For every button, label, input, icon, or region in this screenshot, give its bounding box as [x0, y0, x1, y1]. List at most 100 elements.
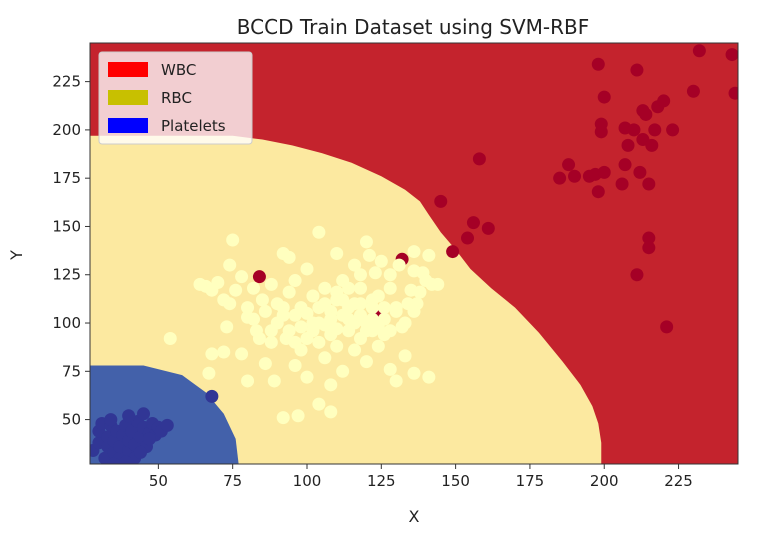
rbc-point: [324, 312, 338, 326]
legend-label-rbc: RBC: [161, 89, 192, 107]
rbc-point: [330, 339, 344, 353]
wbc-point: [472, 152, 486, 166]
platelets-point: [122, 409, 136, 423]
wbc-point: [627, 123, 641, 137]
wbc-point: [642, 177, 656, 191]
rbc-point: [270, 316, 284, 330]
rbc-point: [389, 374, 403, 388]
rbc-point: [368, 266, 382, 280]
rbc-point: [217, 345, 231, 359]
platelets-point: [137, 407, 151, 421]
x-tick-label: 100: [293, 472, 322, 490]
wbc-point: [660, 320, 674, 334]
rbc-point: [362, 248, 376, 262]
rbc-point: [226, 233, 240, 247]
rbc-point: [202, 366, 216, 380]
rbc-point: [342, 281, 356, 295]
rbc-point: [252, 331, 266, 345]
wbc-point: [692, 44, 706, 58]
rbc-point: [365, 293, 379, 307]
y-tick-label: 225: [52, 73, 81, 91]
wbc-point: [639, 107, 653, 121]
platelets-point: [134, 445, 148, 459]
chart-title: BCCD Train Dataset using SVM-RBF: [237, 15, 589, 39]
rbc-point: [241, 374, 255, 388]
rbc-point: [383, 281, 397, 295]
rbc-point: [294, 320, 308, 334]
wbc-point: [621, 138, 635, 152]
wbc-point: [666, 123, 680, 137]
rbc-point: [258, 357, 272, 371]
wbc-point: [686, 84, 700, 98]
wbc-point: [568, 169, 582, 183]
rbc-point: [371, 339, 385, 353]
wbc-point: [633, 165, 647, 179]
rbc-point: [246, 281, 260, 295]
rbc-point: [241, 310, 255, 324]
rbc-point: [267, 374, 281, 388]
wbc-point: [645, 138, 659, 152]
wbc-point: [591, 185, 605, 199]
rbc-point: [353, 268, 367, 282]
rbc-point: [282, 285, 296, 299]
rbc-point: [282, 250, 296, 264]
wbc-point: [562, 158, 576, 172]
wbc-point: [630, 63, 644, 77]
rbc-point: [223, 297, 237, 311]
rbc-point: [422, 248, 436, 262]
y-axis-ticks: 50 75 100 125 150 175 200 225: [52, 73, 90, 429]
rbc-point: [318, 297, 332, 311]
rbc-point: [416, 266, 430, 280]
rbc-point: [291, 409, 305, 423]
wbc-point: [648, 123, 662, 137]
platelets-point: [205, 389, 219, 403]
rbc-point: [353, 281, 367, 295]
platelets-point: [104, 413, 118, 427]
rbc-point: [392, 258, 406, 272]
rbc-point: [258, 304, 272, 318]
rbc-point: [431, 277, 445, 291]
wbc-point: [252, 270, 266, 284]
y-axis-label: Y: [7, 250, 26, 261]
y-tick-label: 125: [52, 266, 81, 284]
rbc-point: [383, 362, 397, 376]
legend-swatch-rbc: [108, 90, 148, 105]
rbc-point: [276, 301, 290, 315]
rbc-point: [324, 405, 338, 419]
rbc-point: [163, 331, 177, 345]
rbc-point: [205, 347, 219, 361]
y-tick-label: 200: [52, 121, 81, 139]
plot-frame: [89, 42, 739, 465]
rbc-point: [353, 331, 367, 345]
wbc-point: [728, 86, 738, 100]
wbc-point: [597, 90, 611, 104]
wbc-point: [481, 221, 495, 235]
wbc-point: [591, 57, 605, 71]
x-tick-label: 50: [149, 472, 168, 490]
y-tick-label: 50: [62, 411, 81, 429]
wbc-point: [466, 216, 480, 230]
rbc-point: [318, 281, 332, 295]
x-tick-label: 175: [516, 472, 545, 490]
wbc-point: [642, 231, 656, 245]
rbc-point: [220, 320, 234, 334]
wbc-point: [553, 171, 567, 185]
rbc-point: [264, 277, 278, 291]
x-axis-ticks: 50 75 100 125 150 175 200 225: [149, 464, 693, 490]
rbc-point: [255, 293, 269, 307]
rbc-point: [288, 308, 302, 322]
wbc-point: [461, 231, 475, 245]
rbc-point: [300, 331, 314, 345]
rbc-point: [330, 247, 344, 260]
wbc-point: [630, 268, 644, 282]
platelets-point: [119, 455, 133, 464]
x-tick-label: 225: [664, 472, 693, 490]
rbc-point: [288, 359, 302, 373]
legend-swatch-wbc: [108, 62, 148, 77]
wbc-point: [725, 48, 738, 62]
rbc-point: [353, 297, 367, 311]
rbc-point: [312, 397, 326, 411]
rbc-point: [389, 304, 403, 318]
wbc-point: [615, 177, 629, 191]
